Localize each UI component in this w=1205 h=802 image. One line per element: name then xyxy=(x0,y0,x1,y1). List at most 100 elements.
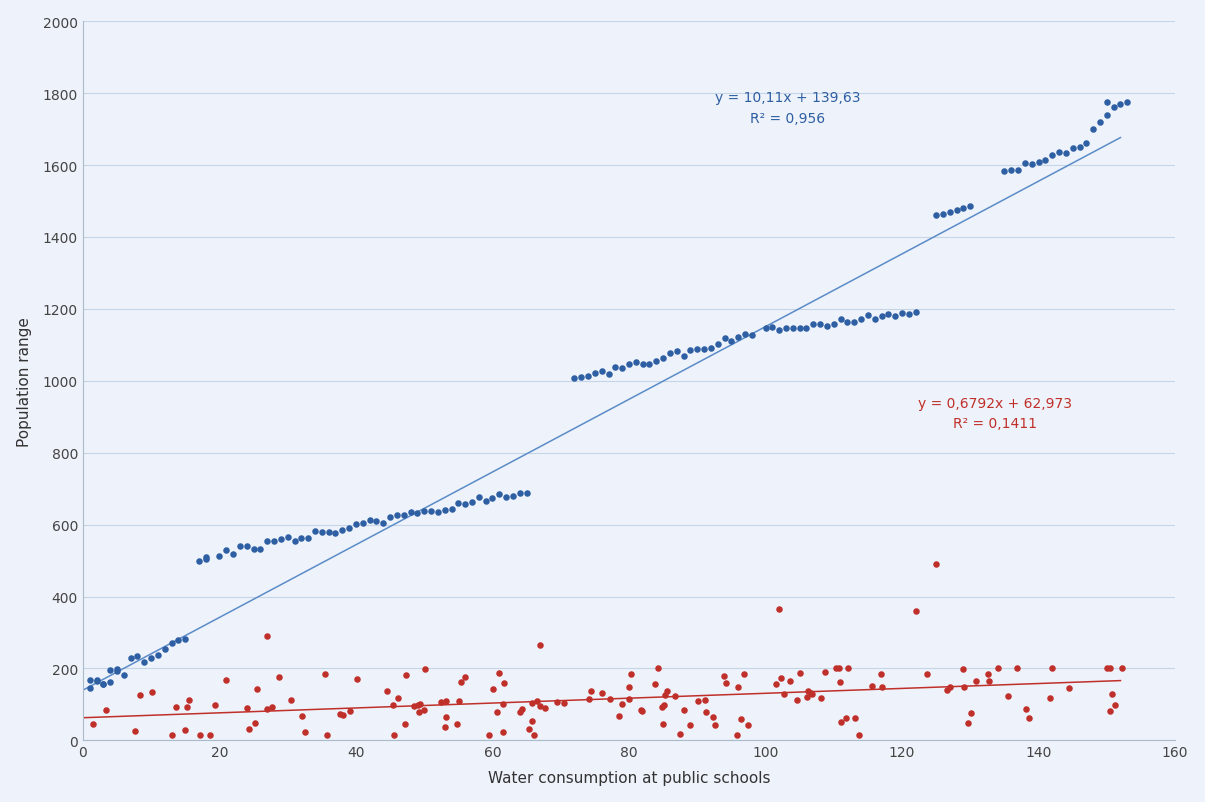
Point xyxy=(216,674,235,687)
Point xyxy=(411,698,430,711)
Point xyxy=(166,701,186,714)
Point xyxy=(1103,688,1122,701)
Point xyxy=(674,703,693,716)
Point xyxy=(862,680,881,693)
Point xyxy=(988,662,1007,675)
Point xyxy=(728,729,747,742)
Point xyxy=(396,668,416,681)
Point xyxy=(436,721,455,734)
Point xyxy=(295,726,315,739)
Point xyxy=(148,649,167,662)
Point xyxy=(177,700,196,713)
Point xyxy=(1111,99,1130,111)
Point xyxy=(1083,124,1103,136)
Point xyxy=(571,371,590,383)
Point xyxy=(449,695,469,707)
Point xyxy=(1022,158,1041,171)
Point xyxy=(776,322,795,335)
Point xyxy=(871,668,890,681)
Point xyxy=(513,703,533,716)
Point xyxy=(1016,157,1035,170)
Point xyxy=(176,633,195,646)
Point xyxy=(319,526,339,539)
Point xyxy=(1007,662,1027,675)
Point xyxy=(978,674,998,687)
Point xyxy=(1100,704,1119,717)
Point xyxy=(656,689,675,702)
Point xyxy=(377,685,396,698)
Point xyxy=(729,332,748,345)
Point xyxy=(333,524,352,537)
Point xyxy=(493,725,512,738)
Point xyxy=(1105,699,1124,711)
Point xyxy=(865,313,884,326)
Point xyxy=(886,310,905,323)
Point xyxy=(1091,116,1110,129)
Point xyxy=(494,677,513,690)
Point xyxy=(442,503,462,516)
Point xyxy=(107,664,127,677)
Point xyxy=(798,691,817,703)
Point xyxy=(387,509,406,522)
Point xyxy=(581,685,600,698)
Point xyxy=(530,699,549,712)
Point xyxy=(878,309,898,322)
Point xyxy=(263,701,282,714)
Point xyxy=(410,706,429,719)
Point xyxy=(831,314,851,326)
Point xyxy=(731,712,751,725)
Point xyxy=(803,688,822,701)
Point xyxy=(94,678,113,691)
Point xyxy=(435,504,454,516)
Point xyxy=(237,702,257,715)
Point xyxy=(780,674,799,687)
Point xyxy=(839,662,858,675)
Point xyxy=(1098,662,1117,675)
Point xyxy=(493,698,512,711)
Point xyxy=(1063,143,1082,156)
Text: y = 10,11x + 139,63
R² = 0,956: y = 10,11x + 139,63 R² = 0,956 xyxy=(715,91,860,126)
Point xyxy=(715,670,734,683)
Point xyxy=(271,533,290,546)
Point xyxy=(535,702,554,715)
Point xyxy=(622,668,641,681)
Point xyxy=(243,542,263,555)
Point xyxy=(448,497,468,510)
Point xyxy=(770,324,789,337)
Point xyxy=(1036,155,1056,168)
Point xyxy=(83,718,102,731)
Point xyxy=(766,678,786,691)
Point xyxy=(845,316,864,329)
Point xyxy=(995,166,1015,179)
Point xyxy=(640,358,659,371)
Point xyxy=(962,707,981,719)
Point xyxy=(729,681,748,694)
Point xyxy=(258,630,277,642)
Point xyxy=(125,725,145,738)
Point xyxy=(415,505,434,518)
Point xyxy=(631,704,651,717)
Point xyxy=(701,342,721,354)
Point xyxy=(217,544,236,557)
Point xyxy=(1042,662,1062,675)
Point xyxy=(1001,164,1021,176)
Point xyxy=(436,695,455,707)
Point xyxy=(681,719,700,731)
Point xyxy=(612,698,631,711)
Point xyxy=(346,517,365,530)
Point xyxy=(480,729,499,742)
Point xyxy=(906,605,925,618)
Point xyxy=(715,332,734,345)
Point xyxy=(325,527,345,540)
Point xyxy=(522,697,541,710)
Point xyxy=(1098,96,1117,109)
Point xyxy=(937,684,957,697)
Point xyxy=(927,209,946,222)
Point xyxy=(735,329,754,342)
Point xyxy=(586,367,605,379)
Point xyxy=(483,492,502,505)
Point xyxy=(831,715,851,728)
Point xyxy=(547,695,566,708)
Point xyxy=(653,352,672,365)
Point xyxy=(447,718,466,731)
